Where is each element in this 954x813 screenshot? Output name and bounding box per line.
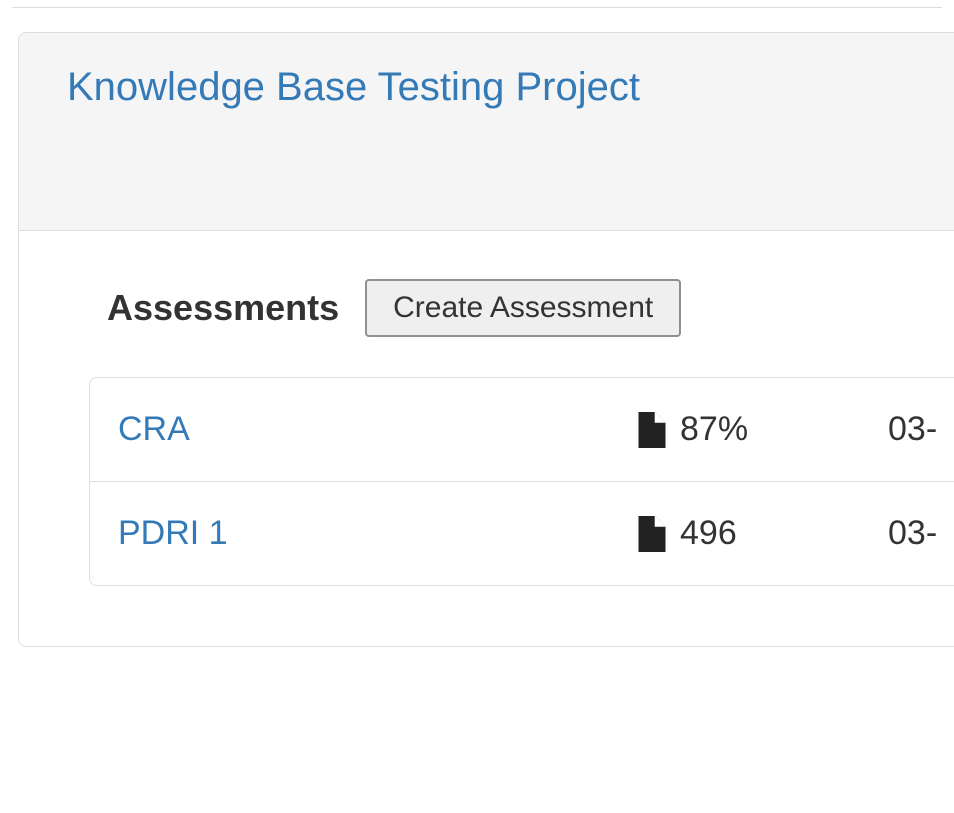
assessment-name-link[interactable]: PDRI 1	[118, 514, 638, 553]
assessment-date: 03-	[888, 514, 937, 553]
project-panel: Knowledge Base Testing Project Assessmen…	[18, 32, 954, 647]
file-icon	[638, 516, 666, 552]
create-assessment-button[interactable]: Create Assessment	[365, 279, 681, 337]
top-border-strip	[12, 0, 942, 8]
file-icon	[638, 412, 666, 448]
assessment-score-value: 496	[680, 514, 737, 553]
section-title: Assessments	[107, 287, 339, 329]
panel-body: Assessments Create Assessment CRA 87%	[19, 231, 954, 646]
assessment-score: 496	[638, 514, 888, 553]
project-title-link[interactable]: Knowledge Base Testing Project	[67, 65, 906, 110]
assessment-date: 03-	[888, 410, 937, 449]
assessment-score-value: 87%	[680, 410, 748, 449]
assessment-row: CRA 87% 03-	[90, 378, 954, 482]
assessment-row: PDRI 1 496 03-	[90, 482, 954, 585]
panel-header: Knowledge Base Testing Project	[19, 33, 954, 231]
assessments-list: CRA 87% 03- PDRI 1	[89, 377, 954, 586]
section-header: Assessments Create Assessment	[67, 279, 954, 337]
assessment-name-link[interactable]: CRA	[118, 410, 638, 449]
assessment-score: 87%	[638, 410, 888, 449]
